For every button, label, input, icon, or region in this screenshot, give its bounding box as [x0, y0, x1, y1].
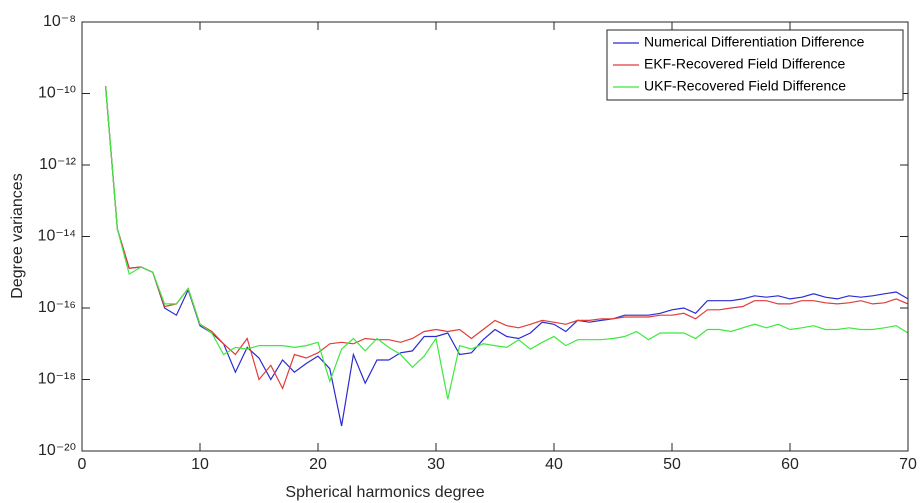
y-tick-label: 10⁻¹⁶	[38, 299, 76, 316]
legend: Numerical Differentiation Difference EKF-…	[606, 29, 904, 101]
x-axis-label: Spherical harmonics degree	[285, 484, 484, 501]
plot-frame	[81, 21, 909, 452]
legend-label: Numerical Differentiation Difference	[644, 34, 865, 50]
x-tick-label: 20	[309, 456, 327, 473]
x-tick-label: 70	[899, 456, 917, 473]
y-tick-label: 10⁻¹⁰	[38, 85, 76, 102]
y-tick-label: 10⁻²⁰	[38, 442, 76, 459]
x-tick-label: 30	[427, 456, 445, 473]
legend-box	[606, 29, 904, 101]
y-axis-label: Degree variances	[9, 173, 26, 298]
y-tick-label: 10⁻⁸	[43, 13, 76, 30]
x-tick-label: 40	[545, 456, 563, 473]
legend-label: EKF-Recovered Field Difference	[644, 56, 845, 72]
series-line	[105, 86, 909, 391]
x-tick-label: 0	[78, 456, 87, 473]
y-tick-label: 10⁻¹²	[39, 156, 77, 173]
legend-label: UKF-Recovered Field Difference	[644, 78, 846, 94]
y-tick-label: 10⁻¹⁸	[38, 371, 76, 388]
series-line	[105, 86, 909, 427]
series-line	[105, 86, 909, 400]
x-tick-label: 60	[781, 456, 799, 473]
x-tick-label: 10	[191, 456, 209, 473]
x-tick-label: 50	[663, 456, 681, 473]
y-tick-label: 10⁻¹⁴	[38, 228, 77, 245]
